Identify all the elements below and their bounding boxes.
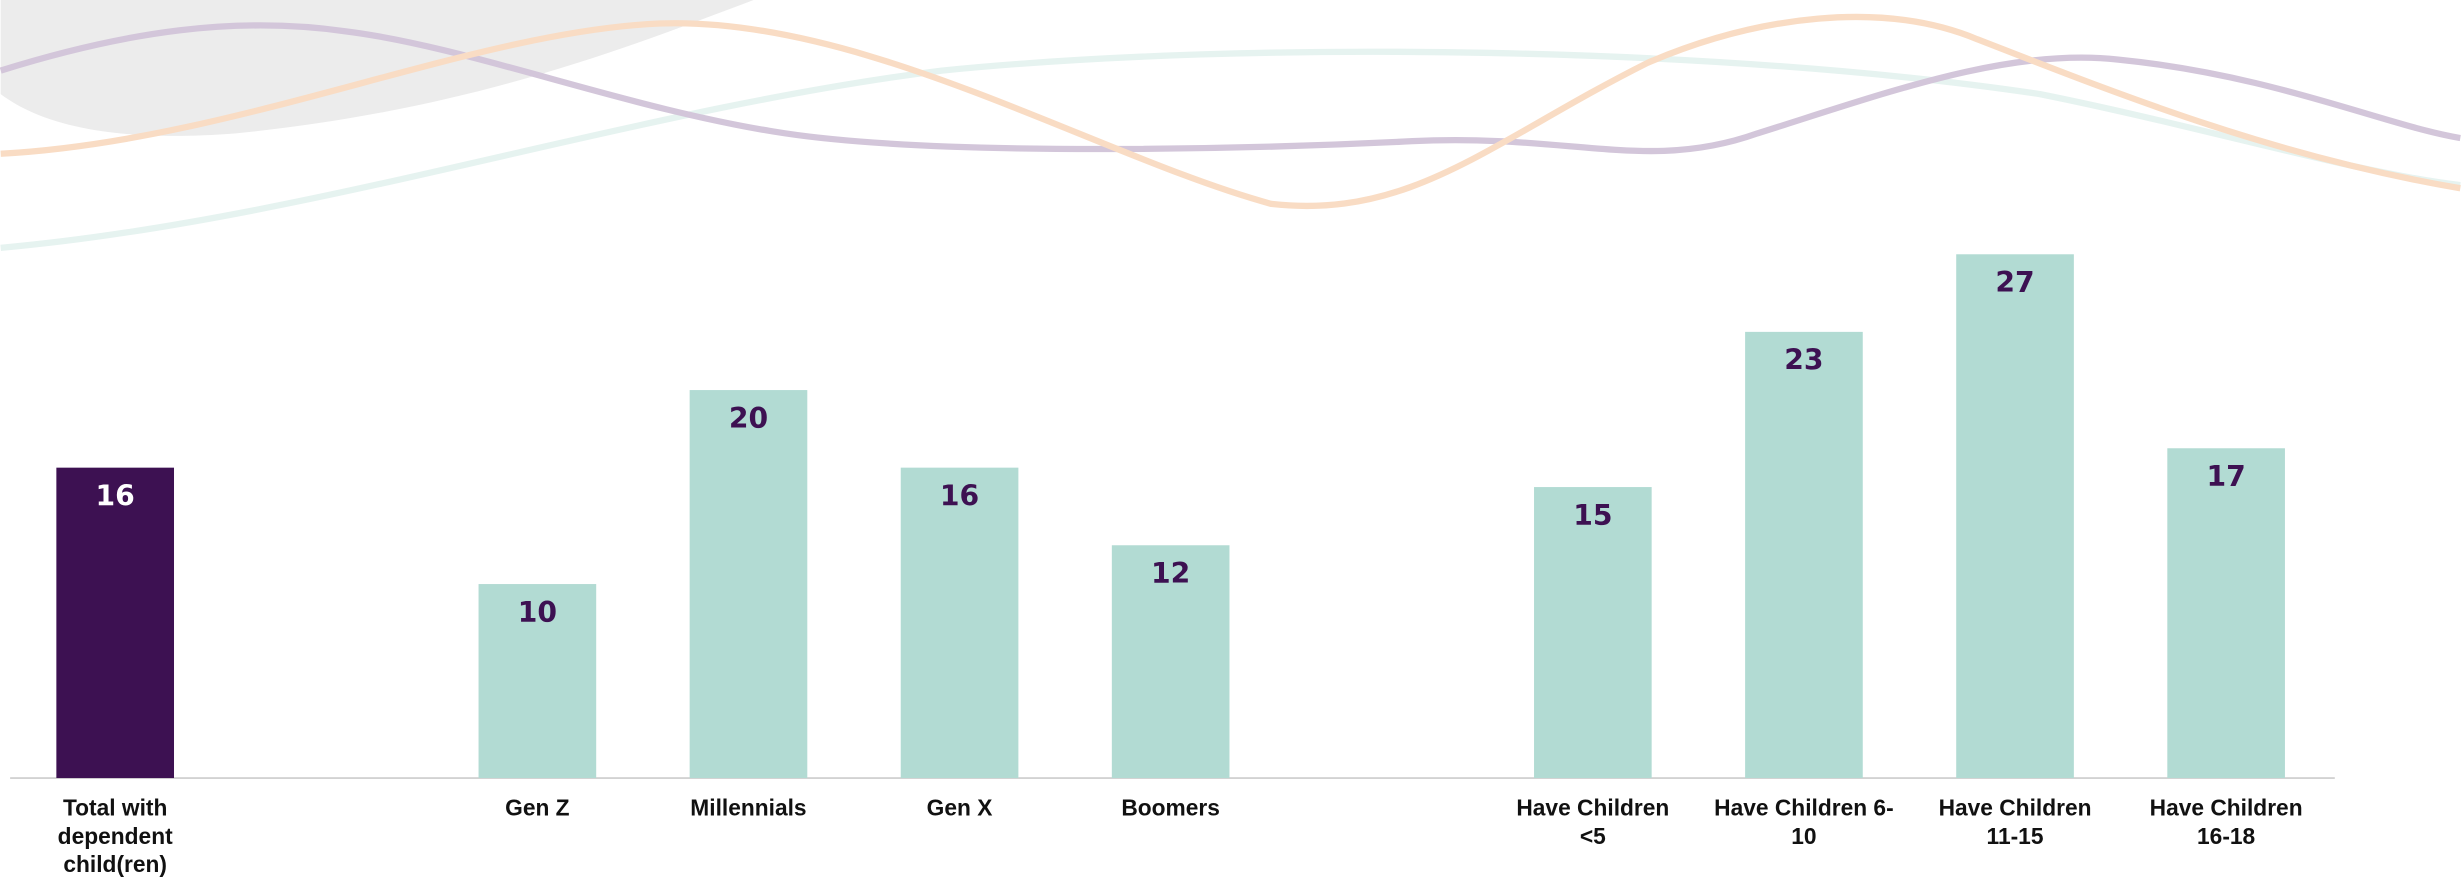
bar <box>1956 254 2074 779</box>
x-label-box: Gen Z <box>505 796 570 822</box>
bar <box>1534 487 1652 779</box>
value-label: 16 <box>940 479 979 512</box>
bar <box>900 467 1019 779</box>
bar <box>689 390 808 779</box>
x-label-box: Millennials <box>690 796 807 822</box>
x-tick-label: Have Children <5 <box>1516 796 1670 851</box>
value-label: 17 <box>2206 460 2245 493</box>
x-tick-label: Millennials <box>690 796 807 822</box>
bar <box>2167 448 2285 779</box>
value-label: 27 <box>1995 266 2034 299</box>
x-tick-label: Total with dependent child(ren) <box>57 796 173 879</box>
bar <box>1111 545 1230 779</box>
decor-wave <box>0 13 2461 210</box>
x-tick-label: Gen Z <box>505 796 570 822</box>
x-label-box: Have Children 16-18 <box>2149 796 2303 851</box>
value-label: 12 <box>1151 557 1190 590</box>
value-label: 10 <box>518 596 557 629</box>
decor-blob <box>0 0 754 136</box>
x-label-box: Gen X <box>926 796 993 822</box>
bar <box>478 584 597 779</box>
x-label-box: Have Children <5 <box>1516 796 1670 851</box>
value-label: 20 <box>729 402 768 435</box>
decor-wave <box>0 22 2461 155</box>
x-label-box: Have Children 6-10 <box>1714 796 1894 851</box>
x-label-box: Have Children 11-15 <box>1938 796 2092 851</box>
value-label: 23 <box>1784 344 1823 377</box>
value-label: 15 <box>1573 499 1612 532</box>
x-label-box: Boomers <box>1121 796 1220 822</box>
bar <box>56 467 175 779</box>
decor-wave <box>0 48 2461 251</box>
x-label-box: Total with dependent child(ren) <box>57 796 173 879</box>
x-tick-label: Boomers <box>1121 796 1220 822</box>
value-label: 16 <box>96 479 135 512</box>
x-tick-label: Gen X <box>926 796 993 822</box>
bar <box>1745 331 1863 779</box>
x-tick-label: Have Children 6-10 <box>1714 796 1894 851</box>
x-tick-label: Have Children 11-15 <box>1938 796 2092 851</box>
x-tick-label: Have Children 16-18 <box>2149 796 2303 851</box>
